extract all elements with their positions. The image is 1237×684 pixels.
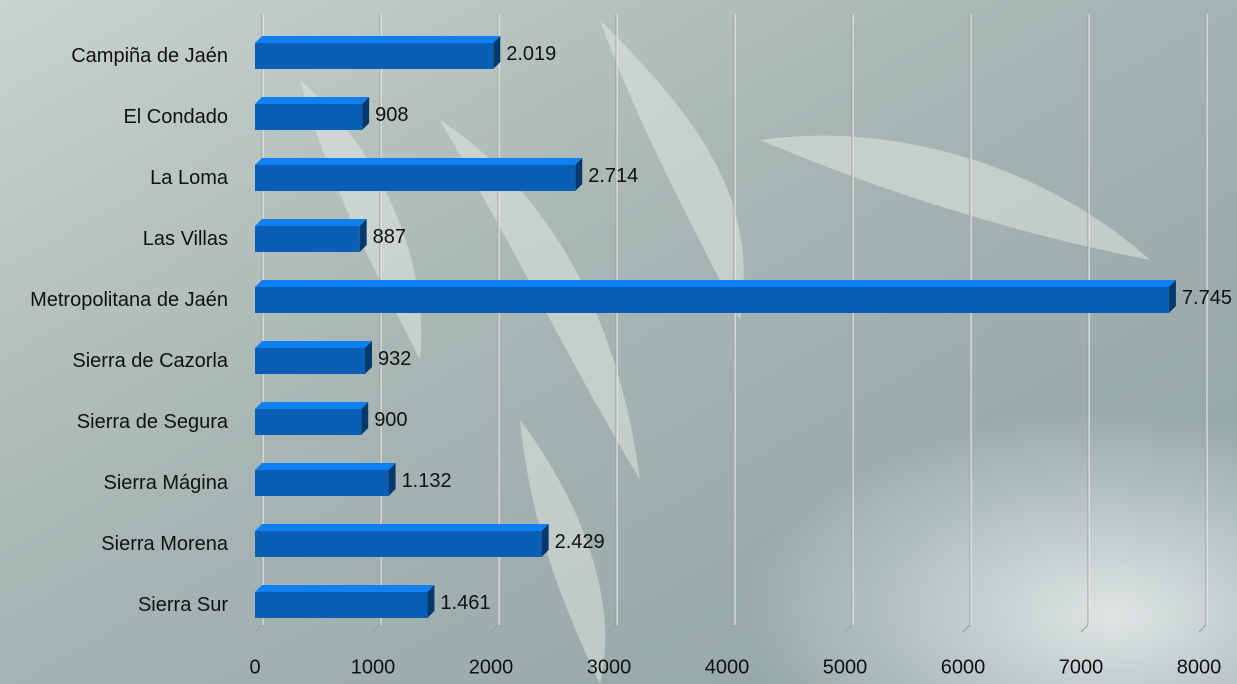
bar-side xyxy=(427,585,435,618)
x-tick-label: 2000 xyxy=(469,656,514,678)
grid-floor xyxy=(1080,624,1089,633)
bar-top xyxy=(255,97,370,104)
bar-side xyxy=(359,219,367,252)
value-label: 1.132 xyxy=(402,470,452,492)
bar xyxy=(255,348,365,374)
grid-floor xyxy=(254,624,263,633)
value-label: 2.714 xyxy=(588,165,638,187)
bar xyxy=(255,592,428,618)
bar-top xyxy=(255,402,369,409)
value-label: 2.429 xyxy=(555,531,605,553)
bar-top xyxy=(255,341,372,348)
bar-side xyxy=(364,341,372,374)
y-tick-label: El Condado xyxy=(123,106,228,128)
y-tick-label: La Loma xyxy=(150,167,229,189)
bar-side xyxy=(1168,280,1176,313)
x-tick-label: 3000 xyxy=(587,656,632,678)
y-tick-label: Metropolitana de Jaén xyxy=(30,289,228,311)
x-tick-label: 8000 xyxy=(1177,656,1222,678)
x-tick-label: 7000 xyxy=(1059,656,1104,678)
value-label: 900 xyxy=(374,409,407,431)
bar-side xyxy=(362,97,370,130)
value-label: 7.745 xyxy=(1182,287,1232,309)
x-tick-label: 1000 xyxy=(351,656,396,678)
value-label: 887 xyxy=(373,226,406,248)
y-tick-label: Sierra Mágina xyxy=(103,472,228,494)
y-tick-label: Sierra Sur xyxy=(138,594,228,616)
bar-top xyxy=(255,219,367,226)
bar-top xyxy=(255,36,501,43)
y-tick-label: Sierra Morena xyxy=(101,533,229,555)
bar xyxy=(255,104,363,130)
bar xyxy=(255,287,1169,313)
bar-top xyxy=(255,524,549,531)
grid-floor xyxy=(726,624,735,633)
plot-area: 0 1000 2000 3000 4000 5000 6000 7000 8000 Campiña… xyxy=(30,14,1232,678)
x-tick-label: 4000 xyxy=(705,656,750,678)
bar-top xyxy=(255,280,1176,287)
bar-side xyxy=(388,463,396,496)
bar-side xyxy=(541,524,549,557)
bar-top xyxy=(255,463,396,470)
y-tick-label: Campiña de Jaén xyxy=(71,45,228,67)
bar-side xyxy=(575,158,583,191)
bar-top xyxy=(255,158,583,165)
value-label: 2.019 xyxy=(506,43,556,65)
grid-floor xyxy=(372,624,381,633)
bar-side xyxy=(493,36,501,69)
bar xyxy=(255,43,494,69)
bar xyxy=(255,470,389,496)
bar xyxy=(255,409,362,435)
grid-floor xyxy=(490,624,499,633)
bar xyxy=(255,226,360,252)
bar xyxy=(255,165,576,191)
bar xyxy=(255,531,542,557)
value-label: 1.461 xyxy=(440,592,490,614)
value-label: 908 xyxy=(375,104,408,126)
x-tick-label: 5000 xyxy=(823,656,868,678)
grid-floor xyxy=(844,624,853,633)
bar-top xyxy=(255,585,435,592)
y-tick-label: Sierra de Cazorla xyxy=(72,350,229,372)
x-tick-label: 0 xyxy=(249,656,260,678)
grid-floor xyxy=(608,624,617,633)
grid-floor xyxy=(1198,624,1207,633)
bar-side xyxy=(361,402,369,435)
grid-floor xyxy=(962,624,971,633)
y-tick-label: Las Villas xyxy=(143,228,228,250)
x-tick-label: 6000 xyxy=(941,656,986,678)
value-label: 932 xyxy=(378,348,411,370)
y-tick-label: Sierra de Segura xyxy=(77,411,229,433)
